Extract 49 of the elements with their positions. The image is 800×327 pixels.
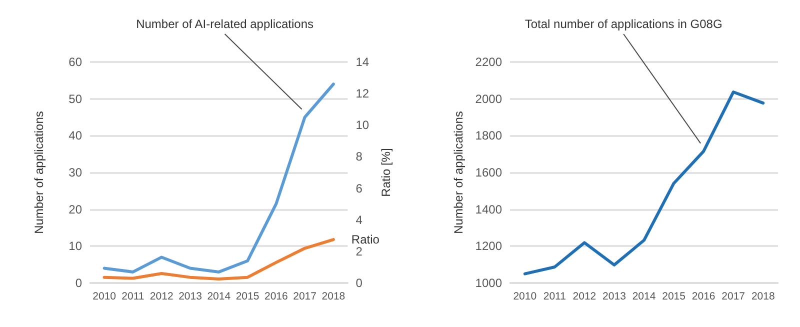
annotation: Number of AI-related applications [136,17,314,31]
y-tick-label: 1000 [475,276,502,290]
line-series [102,82,335,274]
x-tick-label: 2010 [92,290,116,302]
x-tick-label: 2013 [602,290,626,302]
x-tick-label: 2017 [722,290,746,302]
y-tick-label: 2000 [475,92,502,106]
x-tick-label: 2017 [293,290,317,302]
y-tick-label: 30 [68,166,82,180]
x-tick-label: 2018 [751,290,775,302]
y2-tick-label: 14 [356,55,370,69]
x-tick-label: 2016 [692,290,716,302]
y-tick-label: 50 [68,92,82,106]
x-tick-label: 2011 [122,290,144,302]
y-tick-label: 40 [68,128,82,143]
y-tick-label: 1400 [475,202,502,216]
y2-tick-label: 4 [356,212,363,227]
line-series [523,90,765,276]
y-tick-label: 1600 [475,166,502,180]
x-tick-label: 2011 [543,290,566,302]
y-tick-label: 2200 [475,55,502,69]
y2-tick-label: 2 [356,244,363,258]
annotation: Total number of applications in G08G [524,17,722,31]
x-tick-label: 2012 [572,290,596,302]
y2-tick-label: 12 [356,86,370,101]
y-tick-label: 60 [68,55,82,69]
series-label: Ratio [351,232,380,247]
x-tick-label: 2014 [632,290,656,302]
line-series [102,238,335,281]
y2-tick-label: 8 [356,150,363,164]
y-tick-label: 0 [75,276,82,290]
y-tick-label: 20 [68,202,82,216]
y-axis-title: Number of applications [451,111,466,234]
y-tick-label: 10 [68,239,82,254]
x-tick-label: 2014 [207,290,231,302]
y2-tick-label: 0 [356,276,363,290]
x-tick-label: 2013 [178,290,202,302]
x-tick-label: 2010 [513,290,537,302]
y2-axis-title: Ratio [%] [379,148,393,197]
y-axis-title: Number of applications [32,111,46,234]
x-tick-label: 2012 [150,290,174,302]
x-tick-label: 2018 [322,290,346,302]
y2-tick-label: 6 [356,181,363,196]
y-tick-label: 1200 [475,239,502,254]
x-tick-label: 2015 [662,290,686,302]
y-tick-label: 1800 [475,128,502,143]
y2-tick-label: 10 [356,118,370,132]
x-tick-label: 2015 [236,290,260,302]
x-tick-label: 2016 [264,290,288,302]
